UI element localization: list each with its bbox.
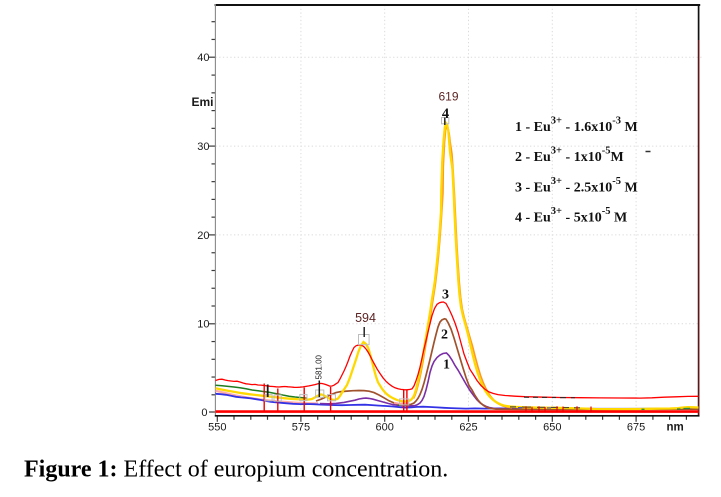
svg-text:3: 3 bbox=[442, 288, 449, 303]
svg-text:600: 600 bbox=[376, 422, 394, 434]
svg-text:nm: nm bbox=[667, 422, 684, 434]
svg-text:575: 575 bbox=[292, 422, 310, 434]
svg-text:2: 2 bbox=[441, 328, 448, 343]
svg-text:4: 4 bbox=[442, 106, 449, 122]
svg-text:550: 550 bbox=[208, 422, 226, 434]
svg-text:619: 619 bbox=[438, 90, 458, 104]
svg-text:581.00: 581.00 bbox=[314, 355, 324, 380]
svg-text:1: 1 bbox=[443, 358, 450, 373]
svg-text:4 - Eu3+ - 5x10-5 M: 4 - Eu3+ - 5x10-5 M bbox=[515, 206, 627, 226]
svg-text:40: 40 bbox=[197, 52, 209, 64]
svg-text:Emi: Emi bbox=[192, 95, 214, 109]
svg-text:0: 0 bbox=[201, 407, 207, 419]
svg-text:1 - Eu3+ - 1.6x10-3 M: 1 - Eu3+ - 1.6x10-3 M bbox=[515, 116, 638, 136]
svg-text:10: 10 bbox=[197, 319, 209, 331]
svg-text:3 - Eu3+ - 2.5x10-5 M: 3 - Eu3+ - 2.5x10-5 M bbox=[515, 176, 638, 196]
svg-text:30: 30 bbox=[197, 141, 209, 153]
svg-text:625: 625 bbox=[459, 422, 477, 434]
svg-text:Figure 1: Effect of europium c: Figure 1: Effect of europium concentrati… bbox=[24, 457, 448, 483]
svg-text:2 - Eu3+ - 1x10-5M: 2 - Eu3+ - 1x10-5M bbox=[515, 146, 624, 166]
svg-text:20: 20 bbox=[197, 230, 209, 242]
svg-text:650: 650 bbox=[543, 422, 561, 434]
svg-text:594: 594 bbox=[355, 311, 376, 325]
svg-text:675: 675 bbox=[627, 422, 645, 434]
